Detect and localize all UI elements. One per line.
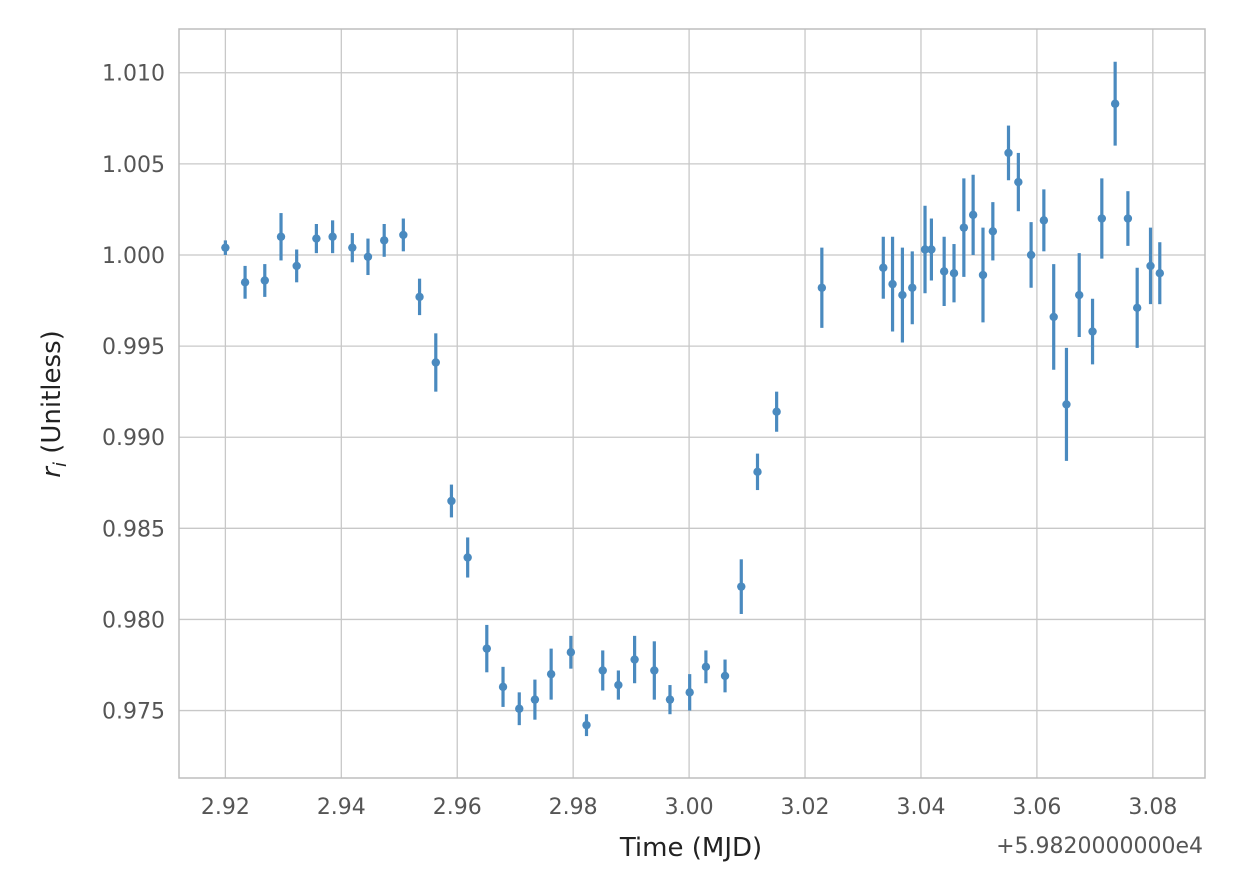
y-tick-label: 1.000 [102,244,165,269]
data-point [1039,216,1049,225]
data-point [978,270,988,280]
data-point [221,243,230,252]
data-point [463,553,472,562]
data-point [348,243,357,252]
data-point [701,662,711,672]
x-axis-tick-labels: 2.92 2.94 2.96 2.98 3.00 3.02 3.04 3.06 3.08 [201,795,1177,820]
y-tick-label: 1.010 [102,62,165,87]
data-point [1097,214,1107,223]
grid [179,29,1205,778]
data-point [988,227,998,236]
data-point [879,263,888,272]
data-point [240,278,250,287]
data-point [431,358,440,367]
y-axis-title-symbol: r [37,465,67,478]
x-tick-label: 2.94 [317,795,366,820]
plot-area-frame [178,28,1206,779]
data-point [582,720,591,730]
y-tick-label: 0.980 [102,608,165,633]
data-point [312,234,321,243]
data-point [614,680,623,690]
data-point [1026,250,1036,260]
y-tick-label: 0.985 [102,517,165,542]
data-point [399,230,408,240]
data-point [630,655,639,664]
x-axis-title: Time (MJD) [619,833,762,863]
data-point [685,688,694,697]
data-point [753,467,762,477]
data-point [598,666,607,675]
data-point [1014,177,1023,187]
x-tick-label: 3.08 [1128,795,1177,820]
x-tick-label: 3.06 [1012,795,1061,820]
data-point [1146,261,1155,271]
data-point [898,290,907,300]
data-point [908,283,917,292]
y-tick-label: 0.975 [102,700,165,725]
x-tick-label: 3.00 [665,795,714,820]
data-points [221,99,1164,730]
y-axis-tick-labels: 0.975 0.980 0.985 0.990 0.995 1.000 1.005 1.010 [102,62,165,725]
data-point [817,283,827,292]
data-point [927,245,936,254]
y-tick-label: 1.005 [102,153,165,178]
data-point [665,695,675,704]
data-point [1088,327,1097,336]
data-point [968,210,978,220]
data-point [1123,214,1133,223]
x-tick-label: 3.02 [781,795,830,820]
data-point [415,292,424,302]
data-point [292,261,301,271]
y-axis-title-subscript: i [50,462,71,467]
data-point [737,582,746,591]
y-tick-label: 0.990 [102,426,165,451]
data-point [959,223,969,232]
x-tick-label: 3.04 [896,795,945,820]
data-point [1075,290,1084,300]
data-point [1062,400,1071,409]
data-point [720,671,730,681]
data-point [447,496,456,506]
data-point [1132,303,1142,313]
x-tick-label: 2.92 [201,795,250,820]
data-point [546,669,556,679]
data-point [650,666,659,675]
data-point [482,644,491,653]
data-point [888,279,897,289]
data-point [380,236,389,245]
data-point [276,232,286,241]
data-point [498,682,508,692]
data-point [328,232,337,241]
x-tick-label: 2.96 [433,795,482,820]
data-point [939,267,949,276]
data-point [920,245,930,254]
data-point [1155,268,1164,278]
data-point [1110,99,1120,108]
x-tick-label: 2.98 [549,795,598,820]
y-axis-title-suffix: (Unitless) [37,330,67,462]
data-point [566,648,576,657]
data-point [772,407,781,416]
x-axis-offset-label: +5.9820000000e4 [996,834,1203,859]
y-tick-label: 0.995 [102,335,165,360]
data-point [363,252,373,261]
data-point [530,695,540,704]
data-point [260,276,269,285]
y-axis-title: ri (Unitless) [37,330,71,478]
data-point [1004,148,1013,158]
data-point [1049,312,1058,322]
data-point [515,704,524,713]
data-point [949,268,959,278]
